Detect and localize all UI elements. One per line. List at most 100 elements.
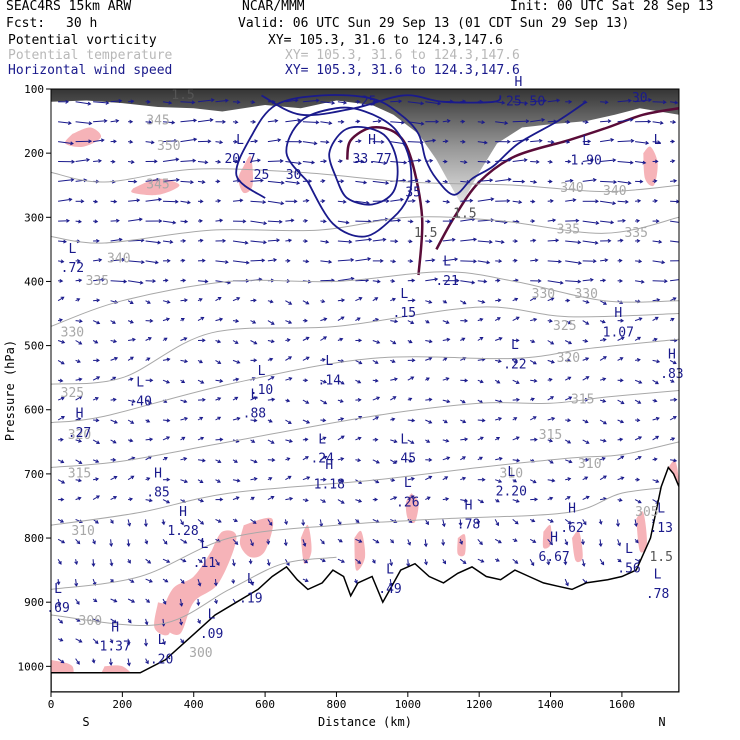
wind-vector-head: [618, 258, 623, 263]
wind-vector-head: [548, 318, 553, 323]
y-tick-label: 200: [24, 147, 44, 160]
wind-vector-head: [380, 139, 385, 144]
wind-vector-head: [302, 542, 307, 547]
extremum-value: .72: [61, 261, 84, 276]
wind-vector: [92, 376, 100, 381]
extremum-value: .69: [46, 601, 69, 616]
wind-vector-head: [655, 219, 660, 224]
wind-vector-head: [610, 138, 615, 142]
wind-vector: [634, 436, 642, 441]
wind-vector: [145, 179, 160, 182]
wind-vector-head: [479, 317, 484, 322]
wind-vector-head: [58, 561, 62, 565]
wind-vector: [162, 419, 170, 422]
wind-vector-head: [497, 298, 502, 303]
wind-vector-head: [132, 337, 136, 342]
wind-vector: [302, 356, 310, 361]
wind-vector: [127, 658, 130, 666]
wind-vector-head: [181, 379, 186, 383]
wind-vector-head: [253, 396, 258, 400]
wind-vector-head: [322, 418, 327, 423]
wind-vector-head: [130, 475, 135, 480]
wind-vector-head: [245, 260, 250, 265]
wind-vector: [547, 297, 554, 302]
wind-vector-head: [323, 379, 327, 384]
wind-vector: [390, 459, 397, 464]
wind-vector: [617, 336, 625, 341]
wind-vector-head: [567, 320, 572, 325]
wind-vector-head: [114, 300, 119, 304]
wind-vector-head: [235, 496, 240, 500]
x-tick-label: 600: [255, 698, 275, 711]
wind-vector-head: [70, 177, 75, 182]
wind-vector: [390, 496, 397, 501]
wind-vector-head: [581, 562, 586, 567]
wind-vector-head: [648, 98, 652, 102]
wind-vector-head: [269, 357, 274, 362]
wind-vector: [635, 141, 649, 144]
wind-vector-head: [181, 318, 185, 322]
wind-vector-head: [162, 600, 167, 605]
wind-vector: [284, 539, 287, 546]
wind-vector-head: [288, 301, 293, 305]
wind-vector-head: [280, 180, 285, 185]
wind-vector-head: [270, 495, 275, 500]
wind-vector-head: [603, 356, 607, 360]
wind-vector: [635, 99, 652, 103]
field-wind-title: Horizontal wind speed: [8, 63, 173, 78]
wind-vector-head: [358, 338, 363, 343]
init-time: Init: 00 UTC Sat 28 Sep 13: [510, 0, 714, 14]
wind-vector-head: [411, 298, 416, 303]
wind-vector-head: [92, 540, 96, 545]
wind-vector-head: [60, 396, 65, 401]
wind-vector: [564, 376, 571, 381]
wind-vector-head: [179, 602, 184, 607]
wind-vector-head: [350, 276, 355, 281]
wind-vector-head: [496, 278, 501, 283]
wind-vector: [215, 99, 228, 103]
wind-vector-head: [357, 397, 362, 402]
wind-vector: [372, 538, 379, 544]
wind-vector: [337, 299, 345, 302]
wind-vector-head: [95, 459, 100, 463]
wind-vector: [459, 558, 467, 564]
wind-vector-head: [325, 140, 330, 144]
wind-vector: [617, 519, 619, 527]
wind-vector-head: [222, 119, 226, 124]
wind-vector: [285, 439, 293, 443]
wind-vector: [197, 379, 204, 384]
wind-vector: [250, 478, 257, 481]
wind-vector-head: [515, 338, 520, 343]
y-axis-label: Pressure (hPa): [3, 340, 17, 441]
extremum-mark: L: [247, 572, 255, 587]
wind-vector-head: [239, 198, 244, 203]
wind-vector-head: [473, 259, 477, 264]
wind-vector: [582, 159, 594, 162]
extremum-mark: H: [514, 75, 522, 90]
wind-vector-head: [444, 419, 448, 424]
wind-vector-head: [375, 539, 380, 544]
wind-vector-head: [392, 259, 397, 264]
wind-vector-head: [585, 376, 590, 380]
wind-vector: [110, 559, 113, 566]
wind-vector-head: [616, 523, 620, 528]
wind-vector-head: [495, 522, 499, 527]
wind-vector: [267, 180, 284, 184]
wind-vector-head: [112, 457, 117, 462]
wind-vector-head: [253, 358, 258, 363]
wind-vector: [337, 435, 345, 441]
wind-vector-head: [429, 158, 434, 163]
wind-vector-head: [392, 297, 396, 302]
wind-vector-head: [653, 337, 658, 342]
wind-vector-head: [108, 661, 113, 666]
wind-vector-head: [154, 159, 158, 164]
wind-vector-head: [620, 336, 625, 341]
wind-vector: [337, 558, 345, 563]
wind-vector-head: [375, 416, 380, 420]
wind-vector: [302, 539, 306, 547]
wind-vector-head: [515, 380, 520, 384]
wind-vector-head: [585, 457, 590, 462]
pv-negative-patch: [65, 127, 102, 148]
wind-vector: [355, 238, 372, 242]
wind-vector: [512, 459, 520, 462]
